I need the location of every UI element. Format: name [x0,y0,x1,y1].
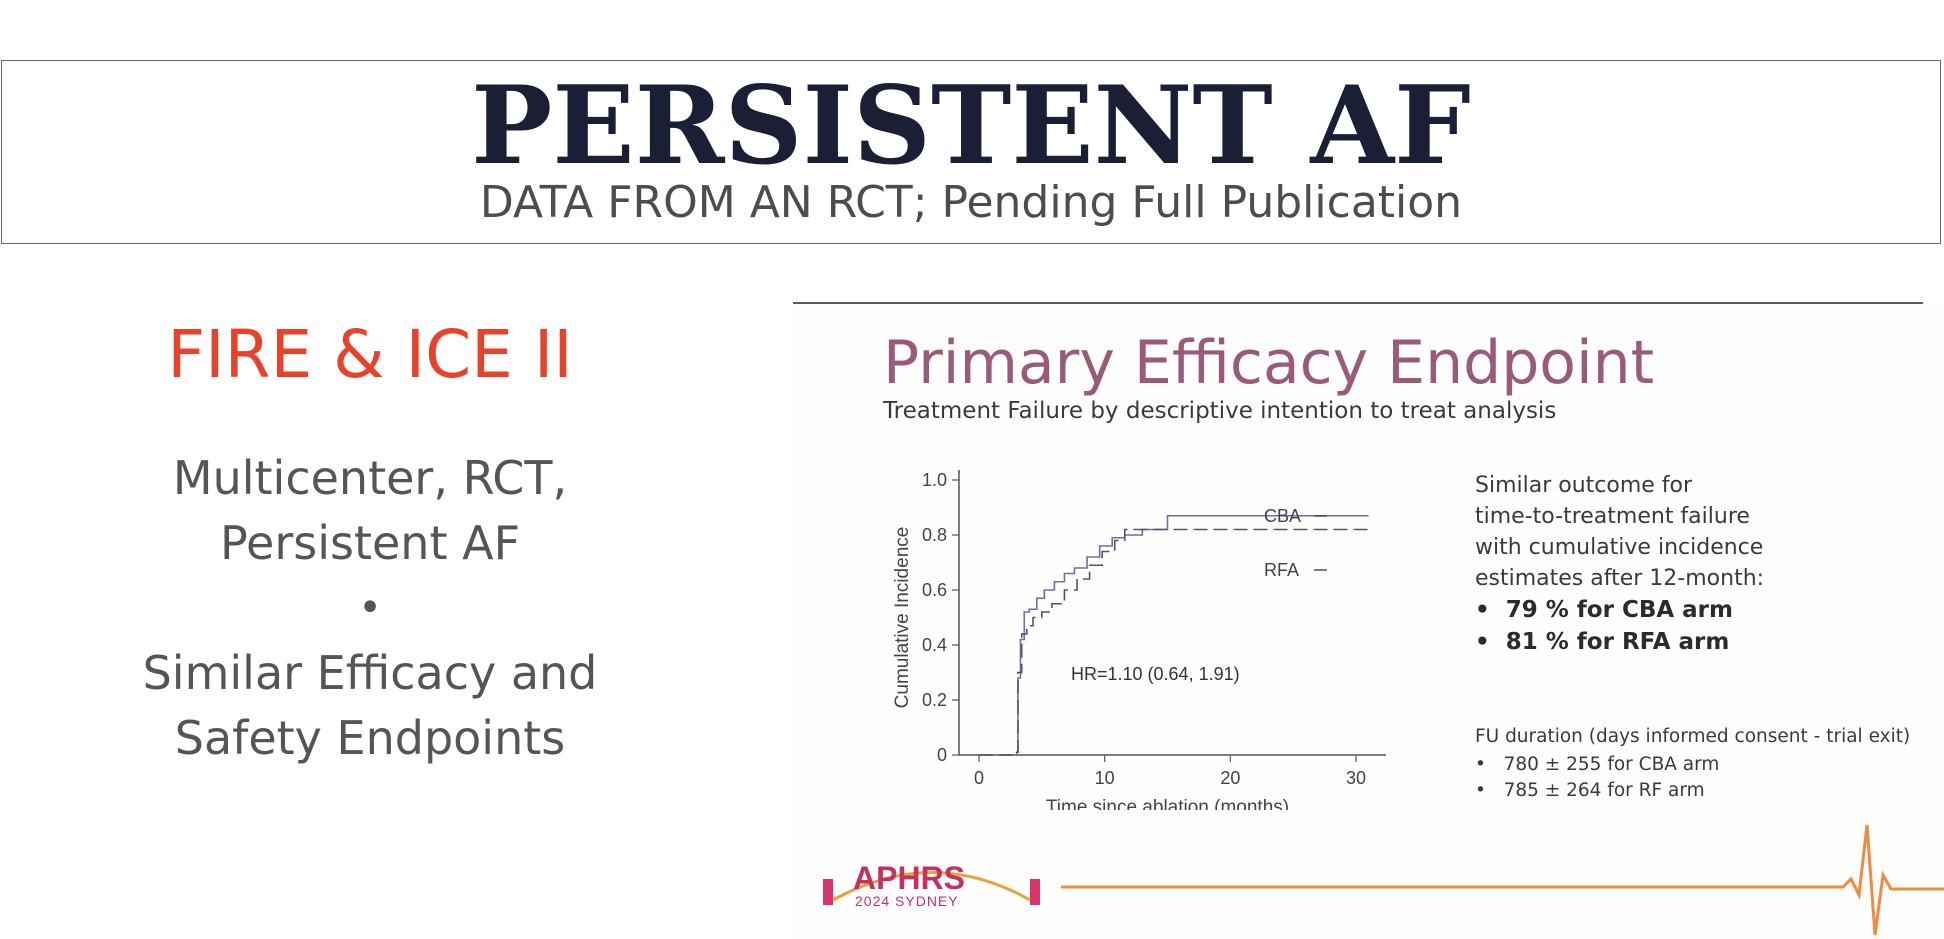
title-banner: PERSISTENT AF DATA FROM AN RCT; Pending … [1,60,1941,244]
note-bullet: • 79 % for CBA arm [1475,597,1733,623]
slide-image: Primary Efficacy Endpoint Treatment Fail… [793,300,1944,939]
y-tick-label: 0.2 [922,690,947,710]
note-line: Similar outcome for [1475,473,1693,498]
y-tick-label: 0.8 [922,525,947,545]
logo-pillar-left [823,879,833,905]
aphrs-logo: APHRS 2024 SYDNEY [823,860,1040,909]
fu-duration: FU duration (days informed consent - tri… [1475,722,1910,804]
slide-top-divider [793,302,1923,304]
y-tick-label: 0 [937,745,947,765]
y-tick-label: 0.4 [922,635,947,655]
desc-line: Multicenter, RCT, [172,451,568,505]
bullet-dot: • [358,585,382,631]
trial-description: Multicenter, RCT, Persistent AF • Simila… [110,446,630,771]
fu-item-text: 785 ± 264 for RF arm [1503,780,1705,801]
logo-text: APHRS [853,860,965,896]
desc-line: Persistent AF [219,516,521,570]
note-bullet-text: 81 % for RFA arm [1505,629,1730,655]
y-tick-label: 0.6 [922,580,947,600]
logo-bridge-arc [832,871,1031,902]
legend-label-rfa: RFA [1264,560,1299,580]
trial-name: FIRE & ICE II [167,316,573,393]
fu-item-text: 780 ± 255 for CBA arm [1503,754,1720,775]
page-title: PERSISTENT AF [471,63,1471,189]
slide-footer: APHRS 2024 SYDNEY [823,824,1944,936]
legend-label-cba: CBA [1264,506,1301,526]
y-axis-label: Cumulative Incidence [892,527,913,709]
note-bullet: • 81 % for RFA arm [1475,629,1730,655]
fu-item: • 785 ± 264 for RF arm [1475,780,1705,801]
hr-annotation: HR=1.10 (0.64, 1.91) [1071,664,1240,684]
outcome-notes: Similar outcome for time-to-treatment fa… [1475,470,1764,658]
fu-heading: FU duration (days informed consent - tri… [1475,726,1911,747]
x-tick-label: 20 [1220,768,1240,788]
km-chart: 0 0.2 0.4 0.6 0.8 1.0 0 10 20 30 Time since ablati… [892,470,1386,810]
logo-subtext: 2024 SYDNEY [855,893,959,909]
x-tick-label: 30 [1346,768,1366,788]
note-line: estimates after 12-month: [1475,566,1765,591]
note-bullet-text: 79 % for CBA arm [1505,597,1733,623]
desc-line: Safety Endpoints [174,711,566,765]
slide-subtitle: Treatment Failure by descriptive intenti… [883,398,1557,424]
fu-item: • 780 ± 255 for CBA arm [1475,754,1720,775]
slide-title: Primary Efficacy Endpoint [883,328,1655,398]
logo-pillar-right [1030,879,1040,905]
series-line-cba [979,514,1369,756]
note-line: time-to-treatment failure [1475,504,1750,529]
y-tick-label: 1.0 [922,470,947,490]
desc-line: Similar Efficacy and [142,646,598,700]
x-tick-label: 10 [1095,768,1115,788]
x-tick-label: 0 [974,768,984,788]
ecg-line [1061,824,1944,936]
series-line-rfa [979,528,1369,756]
page-subtitle: DATA FROM AN RCT; Pending Full Publicati… [479,177,1463,228]
x-axis-label: Time since ablation (months) [1046,797,1289,810]
note-line: with cumulative incidence [1475,535,1764,560]
